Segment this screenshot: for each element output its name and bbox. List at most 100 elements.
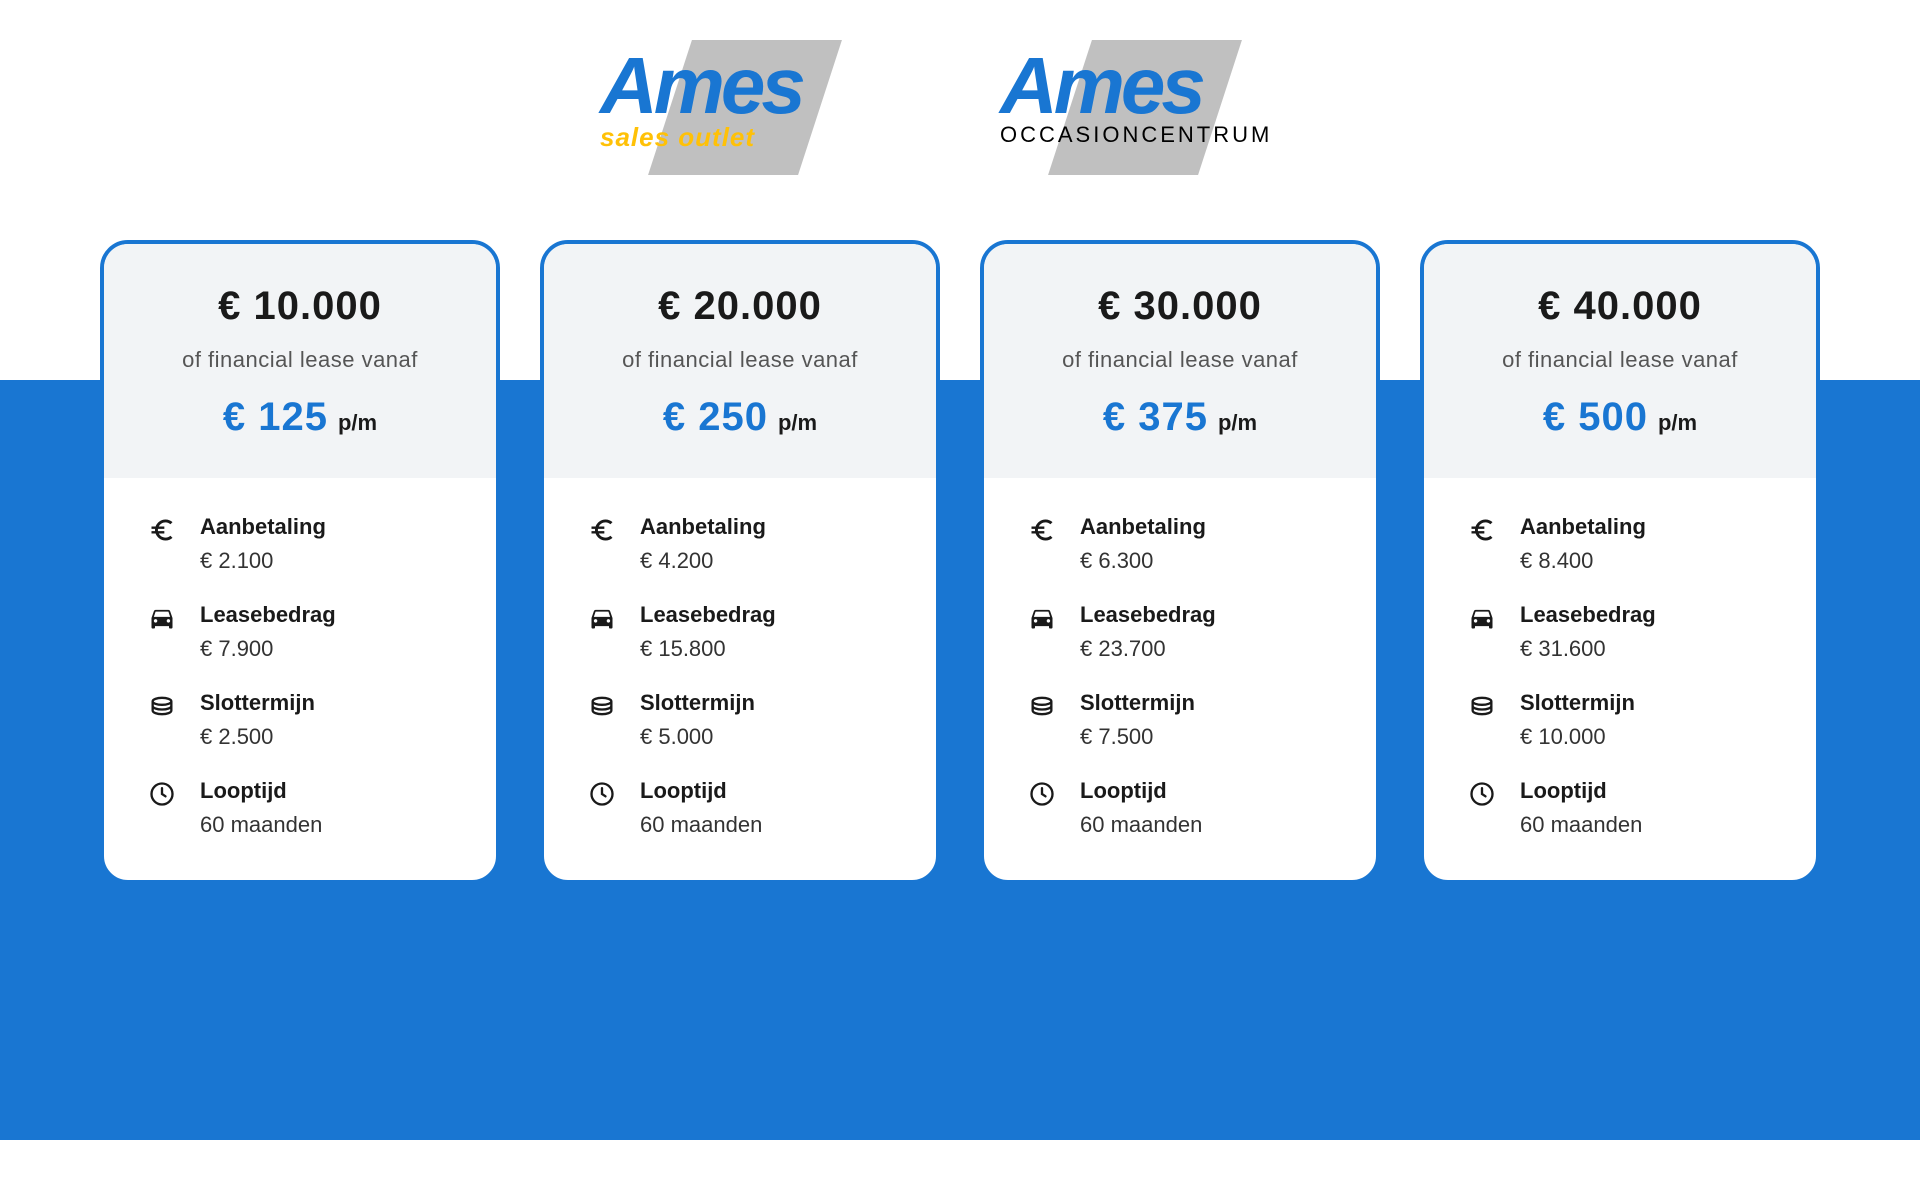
card-header: € 10.000 of financial lease vanaf € 125p/m xyxy=(104,244,496,478)
clock-icon xyxy=(1028,780,1056,808)
logo-sub-text: sales outlet xyxy=(600,122,920,153)
price-monthly-row: € 500 p/m xyxy=(1543,395,1697,440)
card-header: € 20.000of financial lease vanaf€ 250p/m xyxy=(544,244,936,478)
detail-text: Looptijd 60 maanden xyxy=(640,778,892,838)
euro-icon xyxy=(588,516,616,544)
price-monthly: € 500 xyxy=(1543,395,1648,440)
price-monthly: € 250 xyxy=(663,395,768,440)
detail-text: Aanbetaling€ 8.400 xyxy=(1520,514,1772,574)
detail-row-leasebedrag: Leasebedrag € 31.600 xyxy=(1468,602,1772,662)
detail-row-slottermijn: Slottermijn € 5.000 xyxy=(588,690,892,750)
car-icon xyxy=(1028,604,1056,632)
detail-text: Looptijd 60 maanden xyxy=(1520,778,1772,838)
detail-label: Aanbetaling xyxy=(200,514,452,540)
detail-label: Slottermijn xyxy=(200,690,452,716)
euro-icon xyxy=(148,516,176,544)
detail-text: Looptijd60 maanden xyxy=(1080,778,1332,838)
detail-label: Slottermijn xyxy=(1520,690,1772,716)
detail-label: Aanbetaling xyxy=(1080,514,1332,540)
detail-text: Slottermijn € 2.500 xyxy=(200,690,452,750)
price-monthly-row: € 250 p/m xyxy=(663,395,817,440)
detail-label: Looptijd xyxy=(640,778,892,804)
price-unit: p/m xyxy=(778,410,817,436)
logos-row: Ames sales outlet Ames OCCASIONCENTRUM xyxy=(0,0,1920,240)
price-monthly-row: € 125p/m xyxy=(223,395,377,440)
logo-main-text: Ames xyxy=(600,40,920,132)
logo-occasioncentrum: Ames OCCASIONCENTRUM xyxy=(1000,40,1320,180)
card-header: € 40.000 of financial lease vanaf € 500 p/m xyxy=(1424,244,1816,478)
detail-value: € 31.600 xyxy=(1520,636,1772,662)
detail-text: Aanbetaling € 4.200 xyxy=(640,514,892,574)
price-monthly: € 375 xyxy=(1103,395,1208,440)
detail-label: Leasebedrag xyxy=(1080,602,1332,628)
detail-row-looptijd: Looptijd 60 maanden xyxy=(148,778,452,838)
detail-row-slottermijn: Slottermijn € 2.500 xyxy=(148,690,452,750)
detail-text: Leasebedrag€ 15.800 xyxy=(640,602,892,662)
euro-icon xyxy=(1468,516,1496,544)
detail-value: 60 maanden xyxy=(1080,812,1332,838)
detail-label: Looptijd xyxy=(200,778,452,804)
detail-text: Aanbetaling € 6.300 xyxy=(1080,514,1332,574)
coins-icon xyxy=(148,692,176,720)
price-unit: p/m xyxy=(1218,410,1257,436)
clock-icon xyxy=(1468,780,1496,808)
detail-value: € 2.500 xyxy=(200,724,452,750)
detail-row-aanbetaling: Aanbetaling € 4.200 xyxy=(588,514,892,574)
card-body: Aanbetaling € 4.200 Leasebedrag€ 15.800 Slo… xyxy=(544,478,936,880)
detail-label: Looptijd xyxy=(1520,778,1772,804)
detail-label: Slottermijn xyxy=(1080,690,1332,716)
detail-value: € 5.000 xyxy=(640,724,892,750)
price-unit: p/m xyxy=(1658,410,1697,436)
detail-value: 60 maanden xyxy=(640,812,892,838)
detail-label: Aanbetaling xyxy=(640,514,892,540)
logo-sub-text: OCCASIONCENTRUM xyxy=(1000,122,1320,148)
pricing-cards-row: € 10.000 of financial lease vanaf € 125p/m… xyxy=(0,240,1920,884)
coins-icon xyxy=(1028,692,1056,720)
detail-text: Leasebedrag € 7.900 xyxy=(200,602,452,662)
detail-row-aanbetaling: Aanbetaling € 6.300 xyxy=(1028,514,1332,574)
pricing-card: € 30.000 of financial lease vanaf € 375 p/m… xyxy=(980,240,1380,884)
lease-label: of financial lease vanaf xyxy=(134,347,466,373)
detail-value: € 15.800 xyxy=(640,636,892,662)
detail-row-aanbetaling: Aanbetaling€ 8.400 xyxy=(1468,514,1772,574)
price-monthly-row: € 375 p/m xyxy=(1103,395,1257,440)
detail-label: Leasebedrag xyxy=(1520,602,1772,628)
price-total: € 30.000 xyxy=(1014,284,1346,329)
lease-label: of financial lease vanaf xyxy=(1014,347,1346,373)
detail-value: € 2.100 xyxy=(200,548,452,574)
detail-value: € 23.700 xyxy=(1080,636,1332,662)
lease-label: of financial lease vanaf xyxy=(1454,347,1786,373)
detail-text: Aanbetaling € 2.100 xyxy=(200,514,452,574)
detail-row-looptijd: Looptijd 60 maanden xyxy=(588,778,892,838)
detail-row-slottermijn: Slottermijn€ 10.000 xyxy=(1468,690,1772,750)
coins-icon xyxy=(588,692,616,720)
detail-label: Leasebedrag xyxy=(200,602,452,628)
logo-sales-outlet: Ames sales outlet xyxy=(600,40,920,180)
pricing-card: € 40.000 of financial lease vanaf € 500 p/m… xyxy=(1420,240,1820,884)
price-total: € 40.000 xyxy=(1454,284,1786,329)
clock-icon xyxy=(588,780,616,808)
price-unit: p/m xyxy=(338,410,377,436)
card-body: Aanbetaling€ 8.400 Leasebedrag € 31.600 Slo… xyxy=(1424,478,1816,880)
pricing-card: € 10.000 of financial lease vanaf € 125p/m… xyxy=(100,240,500,884)
detail-row-leasebedrag: Leasebedrag€ 15.800 xyxy=(588,602,892,662)
euro-icon xyxy=(1028,516,1056,544)
coins-icon xyxy=(1468,692,1496,720)
detail-value: € 7.900 xyxy=(200,636,452,662)
pricing-card: € 20.000of financial lease vanaf€ 250p/m… xyxy=(540,240,940,884)
card-body: Aanbetaling € 2.100 Leasebedrag € 7.900 Slot… xyxy=(104,478,496,880)
detail-text: Slottermijn€ 10.000 xyxy=(1520,690,1772,750)
detail-label: Slottermijn xyxy=(640,690,892,716)
detail-value: € 4.200 xyxy=(640,548,892,574)
card-body: Aanbetaling € 6.300 Leasebedrag € 23.700 Slo… xyxy=(984,478,1376,880)
detail-value: 60 maanden xyxy=(200,812,452,838)
detail-value: 60 maanden xyxy=(1520,812,1772,838)
detail-text: Leasebedrag € 23.700 xyxy=(1080,602,1332,662)
detail-text: Looptijd 60 maanden xyxy=(200,778,452,838)
car-icon xyxy=(1468,604,1496,632)
detail-value: € 8.400 xyxy=(1520,548,1772,574)
price-total: € 10.000 xyxy=(134,284,466,329)
detail-value: € 6.300 xyxy=(1080,548,1332,574)
card-header: € 30.000 of financial lease vanaf € 375 p/m xyxy=(984,244,1376,478)
detail-row-looptijd: Looptijd 60 maanden xyxy=(1468,778,1772,838)
